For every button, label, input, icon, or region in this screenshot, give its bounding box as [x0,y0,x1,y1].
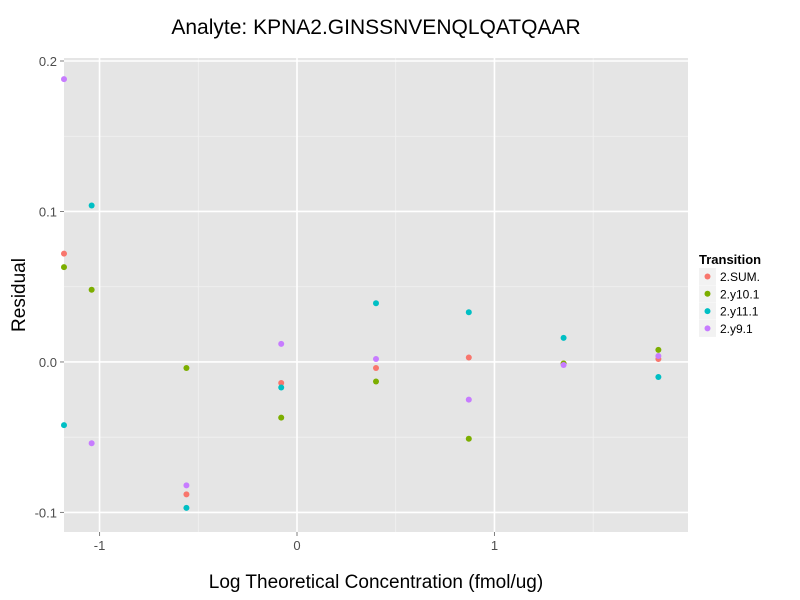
point-2-y11-1 [88,202,95,209]
point-2-sum [183,491,190,498]
y-tick-label: 0.1 [39,204,57,219]
legend-label-2-y10-1: 2.y10.1 [720,287,760,301]
point-2-y9-1 [183,482,190,489]
point-2-y10-1 [465,435,472,442]
point-2-sum [373,364,379,371]
point-2-y11-1 [655,374,662,381]
point-2-y9-1 [465,396,472,403]
point-2-sum [61,250,67,257]
legend-key-2-y10-1 [704,290,711,297]
x-tick-label: -1 [94,538,106,553]
legend-title: Transition [699,252,761,267]
y-axis-title: Residual [9,258,30,332]
legend-key-2-y9-1 [704,325,711,332]
minor-gridlines [64,58,688,532]
point-2-y9-1 [373,355,379,362]
point-2-y9-1 [88,440,95,447]
point-2-y9-1 [655,352,662,359]
legend-key-2-y11-1 [704,308,711,315]
chart-title: Analyte: KPNA2.GINSSNVENQLQATQAAR [171,16,580,39]
point-2-y11-1 [183,504,190,511]
point-2-y10-1 [183,364,190,371]
y-tick-label: -0.1 [35,505,57,520]
point-2-y9-1 [278,340,285,347]
point-2-y10-1 [373,378,379,385]
point-2-y9-1 [560,361,567,368]
legend-label-2-y9-1: 2.y9.1 [720,322,753,336]
major-gridlines [64,58,688,532]
point-2-y11-1 [560,334,567,341]
legend: Transition 2.SUM. 2.y10.1 2.y11.1 2.y9.1 [699,252,761,337]
point-2-y10-1 [278,414,285,421]
point-2-y11-1 [61,422,67,429]
point-2-y11-1 [465,309,472,316]
plot-panel [64,58,688,532]
point-2-y10-1 [655,346,662,353]
y-axis-ticks: -0.1 0.0 0.1 0.2 [35,54,64,520]
legend-items: 2.SUM. 2.y10.1 2.y11.1 2.y9.1 [699,268,760,337]
x-tick-label: 0 [293,538,300,553]
x-axis-title: Log Theoretical Concentration (fmol/ug) [209,572,543,593]
x-axis-ticks: -1 0 1 [94,532,498,553]
y-tick-label: 0.0 [39,355,57,370]
point-2-y11-1 [278,384,285,391]
point-2-y10-1 [88,286,95,293]
point-2-sum [278,380,285,387]
point-2-y10-1 [61,264,67,271]
x-tick-label: 1 [491,538,498,553]
legend-label-2-y11-1: 2.y11.1 [720,305,759,319]
data-points [61,76,662,511]
legend-key-2-sum [704,273,711,280]
point-2-sum [465,354,472,361]
point-2-y11-1 [373,300,379,307]
y-tick-label: 0.2 [39,54,57,69]
point-2-y9-1 [61,76,67,83]
legend-label-2-sum: 2.SUM. [720,270,760,284]
